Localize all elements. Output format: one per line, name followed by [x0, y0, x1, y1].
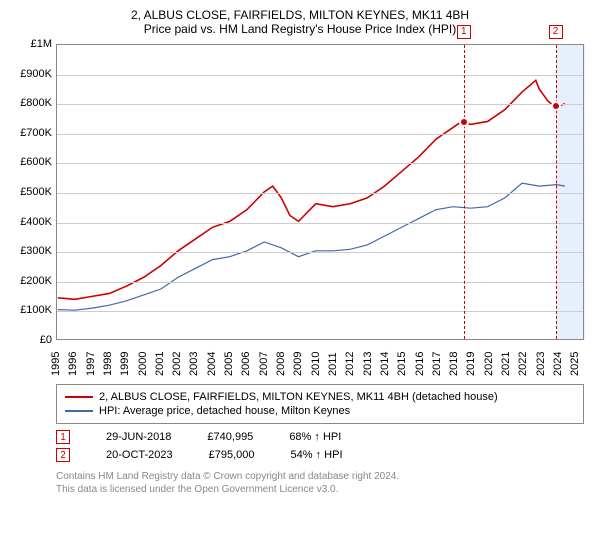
y-axis-label: £500K: [8, 186, 52, 198]
x-axis-label: 2005: [223, 352, 235, 376]
x-axis-label: 2018: [448, 352, 460, 376]
x-axis-label: 2022: [517, 352, 529, 376]
series-property: [58, 80, 565, 299]
sale-marker: 2: [56, 448, 70, 462]
legend-swatch: [65, 410, 93, 412]
plot-area: 12: [56, 44, 584, 340]
y-axis-label: £800K: [8, 97, 52, 109]
sale-row: 2 20-OCT-2023 £795,000 54% ↑ HPI: [56, 448, 592, 462]
gridline: [57, 282, 583, 283]
chart-container: 12 £0 £100K £200K £300K £400K £500K £600K £700K…: [8, 40, 592, 380]
sale-vline: [464, 45, 465, 339]
x-axis-label: 2007: [258, 352, 270, 376]
x-axis-label: 1998: [102, 352, 114, 376]
sale-delta: 54% ↑ HPI: [291, 449, 343, 461]
x-axis-label: 2003: [188, 352, 200, 376]
legend-label: 2, ALBUS CLOSE, FAIRFIELDS, MILTON KEYNE…: [99, 391, 498, 403]
footer-line-1: Contains HM Land Registry data © Crown c…: [56, 470, 592, 483]
sale-point-dot: [459, 117, 469, 127]
sale-price: £795,000: [209, 449, 255, 461]
y-axis-label: £900K: [8, 68, 52, 80]
footer-attribution: Contains HM Land Registry data © Crown c…: [56, 470, 592, 496]
sale-marker-box: 1: [457, 25, 471, 39]
sales-table: 1 29-JUN-2018 £740,995 68% ↑ HPI 2 20-OC…: [56, 430, 592, 462]
gridline: [57, 134, 583, 135]
sale-row: 1 29-JUN-2018 £740,995 68% ↑ HPI: [56, 430, 592, 444]
x-axis-label: 2004: [206, 352, 218, 376]
x-axis-label: 2021: [500, 352, 512, 376]
sale-delta: 68% ↑ HPI: [289, 431, 341, 443]
sale-date: 29-JUN-2018: [106, 431, 171, 443]
x-axis-label: 2000: [137, 352, 149, 376]
x-axis-label: 2006: [240, 352, 252, 376]
x-axis-label: 2019: [465, 352, 477, 376]
legend-item-hpi: HPI: Average price, detached house, Milt…: [65, 405, 575, 417]
footer-line-2: This data is licensed under the Open Gov…: [56, 483, 592, 496]
chart-title-block: 2, ALBUS CLOSE, FAIRFIELDS, MILTON KEYNE…: [8, 8, 592, 36]
sale-marker: 1: [56, 430, 70, 444]
x-axis-label: 1996: [67, 352, 79, 376]
x-axis-label: 2012: [344, 352, 356, 376]
sale-marker-box: 2: [549, 25, 563, 39]
y-axis-label: £300K: [8, 245, 52, 257]
series-hpi: [58, 183, 565, 310]
gridline: [57, 75, 583, 76]
gridline: [57, 104, 583, 105]
line-svg: [57, 45, 583, 339]
x-axis-label: 2016: [414, 352, 426, 376]
x-axis-label: 1995: [50, 352, 62, 376]
gridline: [57, 163, 583, 164]
gridline: [57, 252, 583, 253]
sale-price: £740,995: [207, 431, 253, 443]
y-axis-label: £1M: [8, 38, 52, 50]
y-axis-label: £0: [8, 334, 52, 346]
title-line-1: 2, ALBUS CLOSE, FAIRFIELDS, MILTON KEYNE…: [8, 8, 592, 22]
sale-vline: [556, 45, 557, 339]
y-axis-label: £100K: [8, 304, 52, 316]
sale-point-dot: [551, 101, 561, 111]
title-line-2: Price paid vs. HM Land Registry's House …: [8, 22, 592, 36]
x-axis-label: 2001: [154, 352, 166, 376]
gridline: [57, 311, 583, 312]
y-axis-label: £700K: [8, 127, 52, 139]
gridline: [57, 223, 583, 224]
y-axis-label: £600K: [8, 156, 52, 168]
x-axis-label: 2015: [396, 352, 408, 376]
x-axis-label: 1997: [85, 352, 97, 376]
x-axis-label: 2024: [552, 352, 564, 376]
legend-item-property: 2, ALBUS CLOSE, FAIRFIELDS, MILTON KEYNE…: [65, 391, 575, 403]
x-axis-label: 2010: [310, 352, 322, 376]
x-axis-label: 2023: [535, 352, 547, 376]
x-axis-label: 2020: [483, 352, 495, 376]
x-axis-label: 2013: [362, 352, 374, 376]
legend: 2, ALBUS CLOSE, FAIRFIELDS, MILTON KEYNE…: [56, 384, 584, 424]
x-axis-label: 2014: [379, 352, 391, 376]
legend-swatch: [65, 396, 93, 398]
x-axis-label: 2025: [569, 352, 581, 376]
gridline: [57, 193, 583, 194]
sale-date: 20-OCT-2023: [106, 449, 173, 461]
x-axis-label: 2002: [171, 352, 183, 376]
y-axis-label: £200K: [8, 275, 52, 287]
x-axis-label: 2008: [275, 352, 287, 376]
x-axis-label: 2009: [292, 352, 304, 376]
x-axis-label: 1999: [119, 352, 131, 376]
y-axis-label: £400K: [8, 216, 52, 228]
legend-label: HPI: Average price, detached house, Milt…: [99, 405, 350, 417]
x-axis-label: 2011: [327, 352, 339, 376]
x-axis-label: 2017: [431, 352, 443, 376]
